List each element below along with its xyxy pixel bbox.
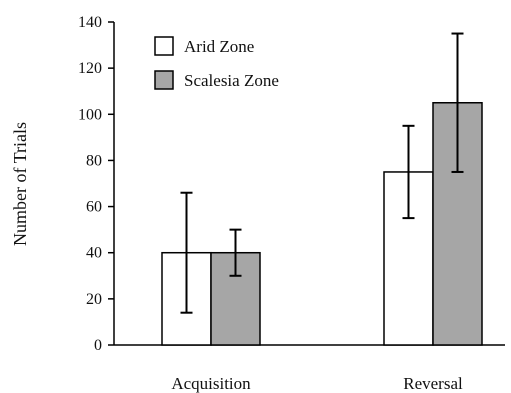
- y-tick-label: 100: [78, 106, 102, 123]
- y-axis-label: Number of Trials: [10, 122, 30, 246]
- bars: [161, 102, 483, 346]
- y-tick-label: 60: [86, 199, 102, 216]
- x-category-label: Reversal: [403, 374, 463, 393]
- legend-swatch: [154, 36, 174, 56]
- y-tick-label: 20: [86, 291, 102, 308]
- y-tick-label: 40: [86, 245, 102, 262]
- y-tick-label: 80: [86, 152, 102, 169]
- legend-swatch: [154, 70, 174, 90]
- legend-label: Arid Zone: [184, 37, 254, 56]
- y-tick-label: 0: [94, 337, 102, 354]
- y-ticks: 0 20 40 60 80 100 120 140: [78, 14, 114, 354]
- y-tick-label: 140: [78, 14, 102, 31]
- legend: Arid Zone Scalesia Zone: [154, 36, 279, 90]
- error-bars: [180, 32, 464, 314]
- y-tick-label: 120: [78, 60, 102, 77]
- x-category-labels: Acquisition Reversal: [171, 374, 463, 393]
- x-category-label: Acquisition: [171, 374, 251, 393]
- legend-label: Scalesia Zone: [184, 71, 279, 90]
